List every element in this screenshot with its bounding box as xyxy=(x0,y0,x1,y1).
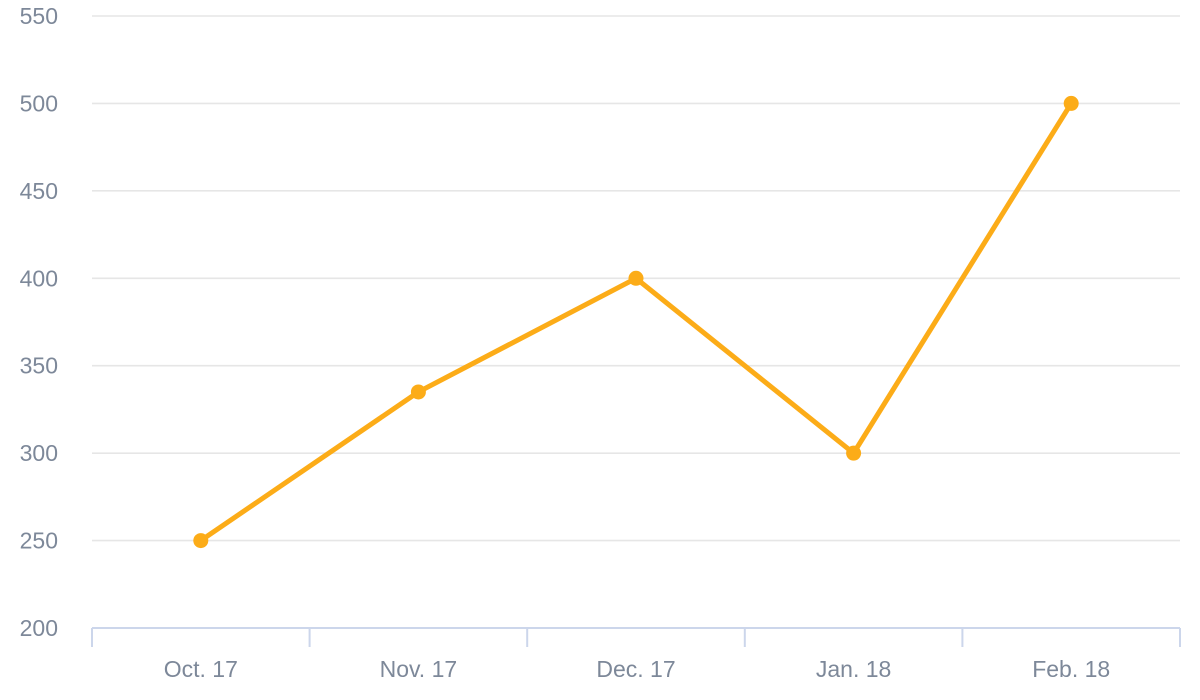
x-axis-tick-label: Feb. 18 xyxy=(1032,656,1110,682)
data-point[interactable] xyxy=(193,533,209,549)
series-line xyxy=(198,100,1074,544)
x-axis-tick-label: Nov. 17 xyxy=(380,656,458,682)
x-axis-tick-label: Dec. 17 xyxy=(596,656,675,682)
y-axis-tick-label: 550 xyxy=(20,3,58,29)
y-axis-tick-label: 400 xyxy=(20,265,58,291)
y-axis-tick-label: 250 xyxy=(20,528,58,554)
data-point[interactable] xyxy=(410,384,426,400)
x-axis-tick-label: Jan. 18 xyxy=(816,656,891,682)
y-axis-tick-label: 300 xyxy=(20,440,58,466)
y-axis-tick-label: 450 xyxy=(20,178,58,204)
data-point[interactable] xyxy=(1063,95,1079,111)
y-axis-tick-label: 500 xyxy=(20,90,58,116)
x-axis-tick-label: Oct. 17 xyxy=(164,656,238,682)
y-axis-tick-label: 200 xyxy=(20,615,58,641)
y-axis-tick-label: 350 xyxy=(20,353,58,379)
data-point[interactable] xyxy=(628,270,644,286)
data-point[interactable] xyxy=(846,445,862,461)
